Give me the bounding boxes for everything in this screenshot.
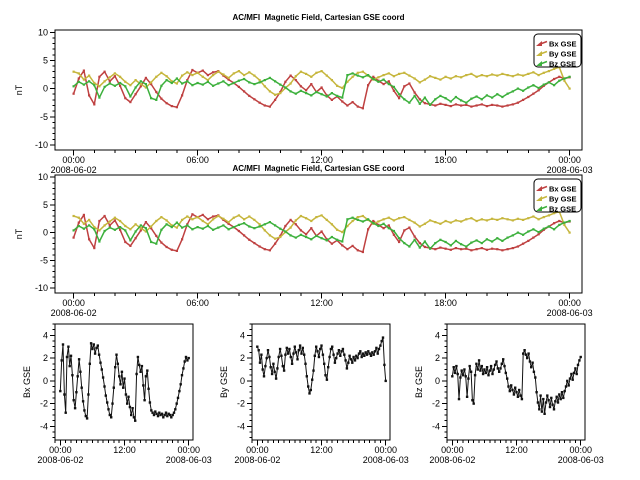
x-tick-label: 06:00 — [186, 298, 209, 308]
legend-marker-arrow-icon — [536, 186, 542, 191]
x-tick-label: 00:00 — [49, 445, 72, 455]
panel1-title: AC/MFI Magnetic Field, Cartesian GSE coo… — [232, 13, 405, 22]
x-tick-date-label: 2008-06-03 — [558, 455, 604, 465]
x-tick-date-label: 2008-06-02 — [234, 455, 280, 465]
x-tick-date-label: 2008-06-02 — [429, 455, 475, 465]
series-markers-bx-gse — [59, 342, 190, 422]
y-tick-label: 0 — [435, 376, 440, 386]
y-tick-label: 2 — [240, 353, 245, 363]
legend-marker-arrow-icon — [536, 61, 542, 66]
y-tick-label: 0 — [43, 84, 48, 94]
panel2-title: AC/MFI Magnetic Field, Cartesian GSE coo… — [232, 164, 405, 173]
x-tick-label: 18:00 — [434, 155, 457, 165]
y-tick-label: 4 — [43, 330, 48, 340]
y-tick-label: 4 — [240, 330, 245, 340]
plot-box — [54, 29, 583, 151]
series-line-bz-gse — [72, 216, 571, 250]
x-tick-date-label: 2008-06-03 — [547, 308, 593, 318]
y-tick-label: 0 — [43, 376, 48, 386]
x-tick-date-label: 2008-06-02 — [37, 455, 83, 465]
x-tick-label: 12:00 — [310, 298, 333, 308]
x-tick-label: 00:00 — [62, 155, 85, 165]
legend-label: Bx GSE — [549, 185, 577, 194]
series-line-bx-gse — [59, 342, 190, 422]
x-tick-label: 00:00 — [569, 445, 592, 455]
y-axis-label: nT — [14, 84, 24, 95]
x-tick-label: 00:00 — [177, 445, 200, 455]
y-tick-label: -10 — [35, 140, 48, 150]
y-tick-label: -10 — [35, 283, 48, 293]
series-markers-bz-gse — [72, 72, 571, 106]
y-tick-label: 0 — [43, 228, 48, 238]
legend-marker-arrow-icon — [536, 206, 542, 211]
x-tick-date-label: 2008-06-02 — [51, 308, 97, 318]
x-tick-date-label: 2008-06-03 — [363, 455, 409, 465]
legend-label: By GSE — [549, 50, 577, 59]
series-markers-bz-gse — [72, 216, 571, 250]
y-axis-label: By GSE — [219, 366, 229, 398]
x-tick-label: 00:00 — [558, 298, 581, 308]
x-tick-label: 06:00 — [186, 155, 209, 165]
x-tick-label: 00:00 — [558, 155, 581, 165]
y-tick-label: -4 — [237, 421, 245, 431]
y-tick-label: 4 — [435, 330, 440, 340]
x-tick-label: 00:00 — [246, 445, 269, 455]
y-tick-label: -2 — [40, 399, 48, 409]
series-markers-by-gse — [72, 210, 571, 240]
plot-box — [54, 323, 194, 441]
y-axis-label: Bz GSE — [414, 366, 424, 398]
x-tick-label: 00:00 — [62, 298, 85, 308]
series-markers-bz-gse — [451, 349, 582, 415]
y-tick-label: -2 — [237, 399, 245, 409]
y-tick-label: -5 — [40, 255, 48, 265]
plot-box — [446, 323, 586, 441]
x-tick-date-label: 2008-06-02 — [51, 165, 97, 175]
plot-box — [54, 174, 583, 294]
y-axis-label: Bx GSE — [22, 366, 32, 398]
y-tick-label: 10 — [38, 172, 48, 182]
y-tick-label: 0 — [240, 376, 245, 386]
x-tick-date-label: 2008-06-03 — [166, 455, 212, 465]
series-markers-by-gse — [72, 66, 571, 96]
legend-marker-arrow-icon — [536, 41, 542, 46]
x-tick-label: 00:00 — [441, 445, 464, 455]
series-line-bz-gse — [72, 72, 571, 106]
y-tick-label: 5 — [43, 55, 48, 65]
y-tick-label: -2 — [432, 399, 440, 409]
x-tick-label: 12:00 — [310, 445, 333, 455]
y-axis-label: nT — [14, 228, 24, 239]
x-tick-label: 12:00 — [505, 445, 528, 455]
y-tick-label: 10 — [38, 27, 48, 37]
x-tick-label: 00:00 — [374, 445, 397, 455]
x-tick-label: 18:00 — [434, 298, 457, 308]
x-tick-date-label: 2008-06-03 — [547, 165, 593, 175]
legend-marker-arrow-icon — [536, 196, 542, 201]
legend-label: Bz GSE — [549, 60, 576, 69]
y-tick-label: 5 — [43, 200, 48, 210]
y-tick-label: -4 — [432, 421, 440, 431]
legend-label: Bx GSE — [549, 40, 577, 49]
legend-label: By GSE — [549, 195, 577, 204]
y-tick-label: -4 — [40, 421, 48, 431]
series-markers-by-gse — [256, 336, 387, 395]
legend-marker-arrow-icon — [536, 51, 542, 56]
y-tick-label: 2 — [43, 353, 48, 363]
plot-box — [251, 323, 391, 441]
series-line-bz-gse — [451, 349, 582, 415]
x-tick-label: 12:00 — [113, 445, 136, 455]
y-tick-label: -5 — [40, 112, 48, 122]
y-tick-label: 2 — [435, 353, 440, 363]
legend-label: Bz GSE — [549, 205, 576, 214]
x-tick-label: 12:00 — [310, 155, 333, 165]
